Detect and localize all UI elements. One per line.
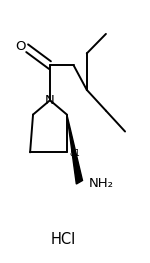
Polygon shape: [67, 115, 83, 184]
Text: HCl: HCl: [51, 232, 76, 247]
Text: N: N: [45, 94, 55, 107]
Text: O: O: [15, 41, 26, 53]
Text: NH₂: NH₂: [88, 177, 113, 190]
Text: &1: &1: [69, 149, 80, 158]
